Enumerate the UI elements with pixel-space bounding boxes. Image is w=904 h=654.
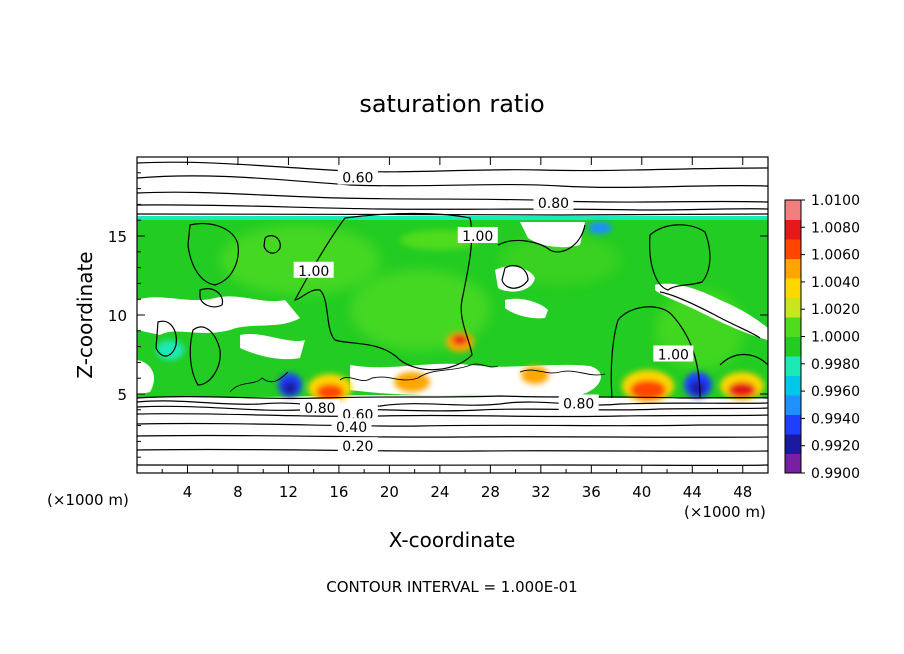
x-tick-label: 48 [733, 483, 752, 501]
colorbar-swatches [785, 200, 801, 474]
x-tick-label: 4 [183, 483, 193, 501]
contour-label: 0.40 [336, 420, 367, 436]
y-tick-label: 5 [117, 386, 127, 404]
x-tick-label: 12 [279, 483, 298, 501]
colorbar-swatch [785, 200, 801, 220]
colorbar-swatch [785, 297, 801, 318]
colorbar-swatch [785, 317, 801, 337]
colorbar-swatch [785, 414, 801, 435]
colorbar-swatch [785, 356, 801, 376]
contour-lines [137, 161, 768, 467]
colorbar-label: 1.0000 [811, 330, 860, 346]
colorbar-swatch [785, 375, 801, 396]
chart-title: saturation ratio [359, 90, 544, 118]
colorbar-swatch [785, 434, 801, 454]
colorbar: 1.0100 1.0080 1.0060 1.0040 1.0020 1.0000 0.99… [784, 193, 860, 482]
x-tick-label: 28 [481, 483, 500, 501]
colorbar-label: 0.9920 [811, 439, 860, 455]
contour-label: 0.80 [304, 401, 335, 417]
y-tick-label: 15 [108, 228, 127, 246]
contour-label-bg [293, 261, 334, 278]
x-tick-label: 8 [233, 483, 243, 501]
contour-label-bg [533, 193, 574, 210]
contour-label: 1.00 [462, 229, 493, 245]
contour-label-bg [337, 405, 378, 422]
colorbar-labels: 1.0100 1.0080 1.0060 1.0040 1.0020 1.0000 0.99… [801, 193, 860, 482]
colorbar-label: 1.0080 [811, 220, 860, 236]
contour-label: 0.80 [563, 396, 594, 412]
contour-labels: 0.600.801.001.001.000.80 0.600.400.200.80 [293, 168, 694, 455]
y-unit-note: (×1000 m) [47, 491, 129, 509]
plot-area: 0.600.801.001.001.000.80 0.600.400.200.80… [108, 156, 769, 501]
contour-label-bg [337, 168, 378, 185]
contour-label-bg [337, 437, 378, 454]
saturation-field: 0.600.801.001.001.000.80 0.600.400.200.80 [137, 161, 768, 467]
contour-label-bg [558, 394, 599, 411]
contour-label-bg [653, 345, 694, 362]
colorbar-swatch [785, 239, 801, 259]
colorbar-label: 0.9960 [811, 384, 860, 400]
x-unit-note: (×1000 m) [684, 503, 766, 521]
colorbar-swatch [785, 336, 801, 357]
colorbar-label: 0.9980 [811, 357, 860, 373]
colorbar-swatch [785, 453, 801, 474]
contour-label: 0.80 [538, 196, 569, 212]
colorbar-swatch [785, 278, 801, 298]
light-green-patches [220, 225, 745, 370]
contour-label-bg [299, 399, 340, 416]
colorbar-label: 0.9900 [811, 466, 860, 482]
y-tick-label: 10 [108, 307, 127, 325]
x-tick-label: 32 [531, 483, 550, 501]
x-tick-label: 36 [582, 483, 601, 501]
x-tick-label: 40 [632, 483, 651, 501]
colorbar-label: 1.0040 [811, 275, 860, 291]
x-tick-label: 20 [380, 483, 399, 501]
x-tick-label: 16 [329, 483, 348, 501]
contour-label: 0.20 [342, 439, 373, 455]
colorbar-label: 1.0060 [811, 248, 860, 264]
upper-edge-strip [137, 216, 768, 220]
color-spots [156, 222, 764, 402]
colorbar-swatch [785, 258, 801, 279]
colorbar-label: 1.0100 [811, 193, 860, 209]
colorbar-swatch [785, 395, 801, 415]
colorbar-label: 1.0020 [811, 302, 860, 318]
contour-label: 1.00 [298, 264, 329, 280]
y-axis-label: Z-coordinate [73, 251, 97, 378]
x-axis: 4 8 12 16 20 24 28 32 36 40 44 48 [161, 157, 752, 501]
contour-label-bg [331, 418, 372, 435]
contour-interval-note: CONTOUR INTERVAL = 1.000E-01 [326, 578, 577, 596]
x-tick-label: 44 [683, 483, 702, 501]
y-axis: 5 10 15 [108, 172, 768, 458]
contour-label: 0.60 [342, 171, 373, 187]
colorbar-swatch [785, 219, 801, 240]
x-tick-label: 24 [430, 483, 449, 501]
colorbar-label: 0.9940 [811, 411, 860, 427]
contour-label-bg [457, 227, 498, 243]
x-axis-label: X-coordinate [389, 528, 516, 552]
contour-label: 1.00 [658, 348, 689, 364]
